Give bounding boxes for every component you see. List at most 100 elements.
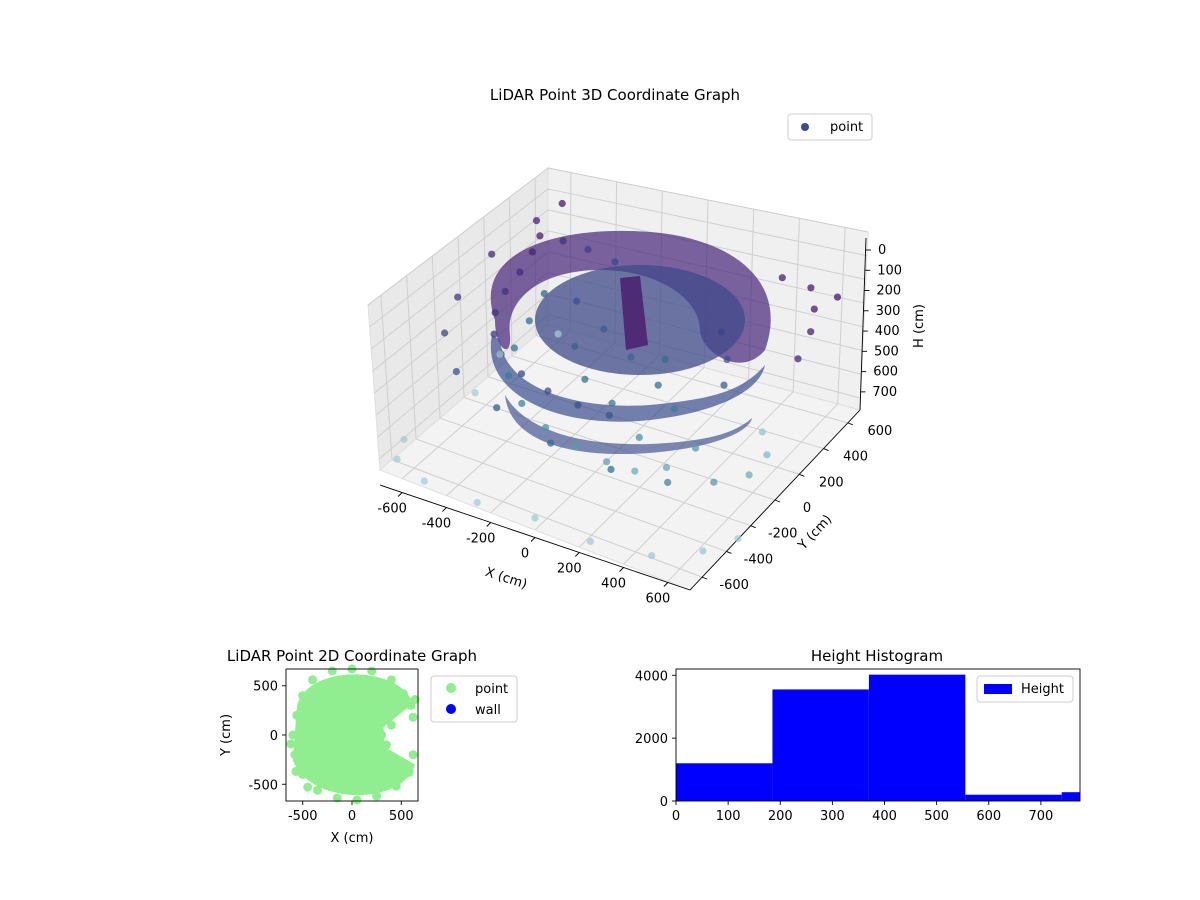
- data-point: [298, 691, 308, 701]
- histogram-legend: Height: [976, 675, 1074, 703]
- data-point: [386, 675, 396, 685]
- data-point: [608, 399, 616, 407]
- x-tick-label: 600: [976, 809, 1001, 824]
- data-point: [710, 478, 718, 486]
- grid-line-z-left: [378, 314, 549, 460]
- data-point: [410, 695, 420, 704]
- legend-marker-point: [801, 123, 809, 131]
- grid-line-x-back: [792, 218, 800, 392]
- y-tick: [701, 576, 708, 580]
- data-point: [833, 293, 842, 301]
- data-point: [400, 435, 408, 443]
- x-tick-label: 0: [521, 547, 529, 562]
- data-point: [536, 232, 544, 240]
- x-tick-label: 400: [601, 577, 626, 592]
- z-tick-label: 500: [874, 344, 899, 359]
- data-point: [372, 791, 382, 801]
- data-point: [532, 217, 541, 225]
- data-point: [292, 710, 302, 720]
- data-point: [517, 370, 526, 378]
- data-point: [542, 424, 550, 432]
- data-point: [627, 353, 635, 361]
- data-point: [635, 433, 643, 441]
- x-tick-label: -500: [288, 809, 318, 824]
- grid-line-y: [511, 355, 824, 450]
- x-tick-label: 500: [924, 809, 949, 824]
- data-point: [611, 258, 619, 266]
- chart-3d-points: [393, 199, 842, 560]
- histogram-bar: [965, 794, 1062, 801]
- data-point: [810, 305, 818, 313]
- y-tick-label: 2000: [635, 732, 668, 747]
- z-tick-label: 0: [878, 243, 886, 258]
- data-point: [516, 268, 524, 276]
- data-point: [525, 317, 533, 325]
- chart-2d-ticks: -500 0 500 -500 0 500: [248, 680, 413, 824]
- z-axis-label: H (cm): [912, 304, 927, 348]
- legend-label-height: Height: [1021, 682, 1064, 697]
- histogram-bar: [868, 674, 966, 801]
- central-column: [620, 276, 648, 350]
- legend-frame: [787, 113, 873, 141]
- x-tick: [619, 567, 624, 572]
- data-point: [631, 467, 639, 475]
- chart-3d-ticks: -600 -400 -200 0 200 400 600 -600 -400 -200 0 200 40…: [377, 243, 902, 607]
- chart-2d: LiDAR Point 2D Coordinate Graph -500 0 500…: [219, 647, 518, 846]
- point-cloud-area: [292, 674, 416, 796]
- chart-2d-legend: point wall: [430, 675, 518, 723]
- data-point: [734, 535, 742, 543]
- data-point: [327, 760, 337, 770]
- data-point: [661, 355, 669, 363]
- data-point: [664, 478, 672, 486]
- data-point: [308, 675, 318, 685]
- grid-line-y: [415, 438, 727, 552]
- x-tick: [397, 492, 403, 497]
- data-point: [454, 293, 462, 301]
- x-tick-label: -200: [466, 532, 496, 547]
- data-point: [408, 712, 418, 722]
- y-tick: [750, 525, 756, 529]
- data-point: [303, 782, 313, 792]
- data-point: [670, 405, 679, 413]
- chart-3d: LiDAR Point 3D Coordinate Graph -600 -400…: [367, 86, 927, 607]
- chart-2d-ylabel: Y (cm): [219, 714, 234, 757]
- data-point: [377, 730, 387, 740]
- z-tick-label: 400: [875, 324, 900, 339]
- chart-2d-xlabel: X (cm): [331, 831, 374, 846]
- histogram-frame: [675, 668, 1081, 802]
- data-point: [699, 547, 707, 555]
- data-point: [745, 471, 753, 479]
- x-tick-label: 100: [716, 809, 741, 824]
- point-cloud-rings: [490, 230, 771, 455]
- data-point: [393, 455, 401, 463]
- data-point: [574, 401, 582, 409]
- y-tick: [823, 448, 829, 451]
- data-point: [807, 328, 815, 336]
- data-point: [493, 404, 501, 412]
- data-point: [540, 290, 548, 298]
- legend-label-wall: wall: [475, 703, 501, 718]
- legend-marker-point: [446, 683, 456, 693]
- grid-line-z-left: [370, 209, 549, 350]
- grid-line-y-left: [406, 275, 417, 439]
- data-point: [298, 769, 308, 779]
- z-tick-label: 100: [877, 263, 902, 278]
- z-tick-label: 200: [876, 284, 901, 299]
- grid-line-y-left: [380, 295, 393, 460]
- data-point: [720, 381, 728, 389]
- data-point: [547, 439, 555, 447]
- chart-3d-title: LiDAR Point 3D Coordinate Graph: [490, 86, 740, 104]
- data-point: [382, 740, 391, 750]
- data-point: [554, 330, 562, 338]
- data-point: [778, 274, 786, 282]
- data-point: [367, 666, 377, 676]
- x-tick-label: 600: [645, 592, 670, 607]
- data-point: [558, 199, 566, 208]
- data-point: [452, 368, 460, 376]
- data-point: [662, 463, 671, 471]
- data-point: [717, 328, 726, 336]
- y-tick-label: 200: [819, 475, 844, 490]
- y-tick-label: -500: [248, 778, 278, 793]
- data-point: [501, 287, 509, 296]
